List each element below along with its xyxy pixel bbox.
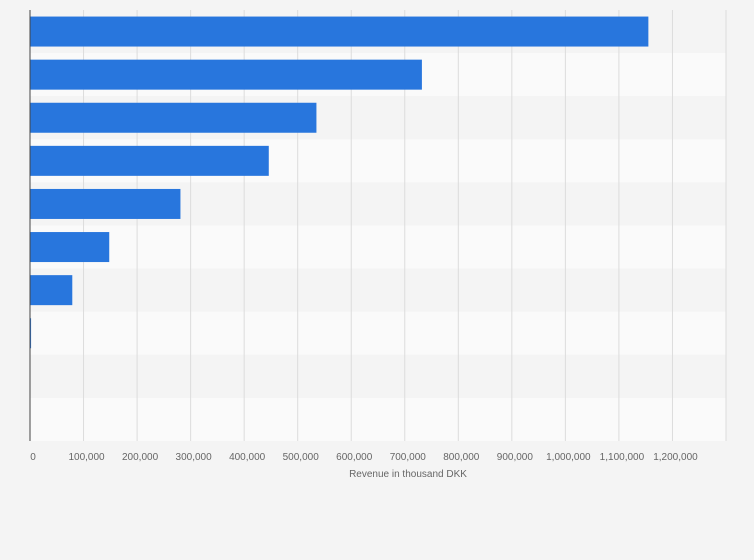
x-axis-title: Revenue in thousand DKK [349, 469, 467, 480]
row-band [30, 268, 726, 312]
x-tick-label: 900,000 [497, 452, 534, 463]
x-tick-label: 1,000,000 [546, 452, 591, 463]
bar [30, 145, 269, 176]
row-band [30, 311, 726, 355]
row-band [30, 397, 726, 441]
x-tick-label: 100,000 [68, 452, 105, 463]
x-tick-label: 0 [30, 452, 36, 463]
x-tick-label: 300,000 [176, 452, 213, 463]
bar [30, 188, 181, 219]
x-tick-label: 800,000 [443, 452, 480, 463]
x-axis-ticks: 0 100,000 200,000 300,000 400,000 500,000 600,… [30, 452, 698, 463]
x-tick-label: 600,000 [336, 452, 373, 463]
bar [30, 59, 422, 90]
row-band [30, 225, 726, 269]
x-tick-label: 700,000 [390, 452, 427, 463]
bar [30, 16, 649, 47]
bar [30, 318, 32, 349]
row-band [30, 354, 726, 398]
bar [30, 232, 110, 263]
bar [30, 102, 317, 133]
x-tick-label: 500,000 [283, 452, 320, 463]
x-tick-label: 1,200,000 [653, 452, 698, 463]
bars [30, 16, 649, 349]
x-tick-label: 400,000 [229, 452, 266, 463]
bar [30, 275, 73, 306]
x-tick-label: 1,100,000 [600, 452, 645, 463]
x-tick-label: 200,000 [122, 452, 159, 463]
